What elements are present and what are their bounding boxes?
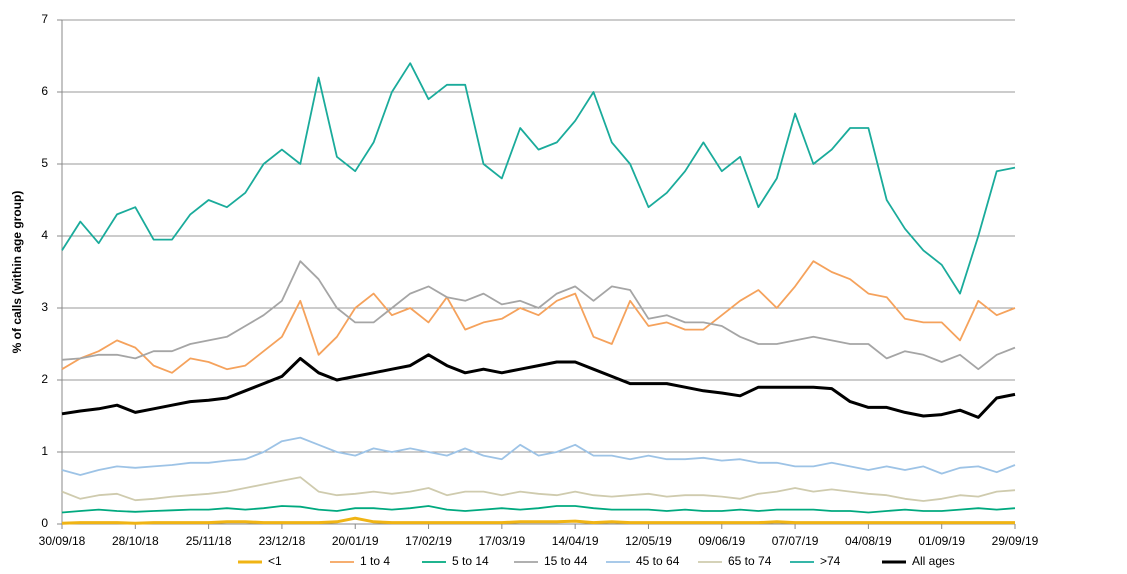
x-tick-label: 14/04/19 — [552, 534, 599, 548]
x-tick-label: 17/03/19 — [478, 534, 525, 548]
y-tick-label: 0 — [41, 516, 48, 530]
x-tick-label: 07/07/19 — [772, 534, 819, 548]
x-tick-label: 29/09/19 — [992, 534, 1039, 548]
series-line — [61, 436, 1016, 476]
x-tick-label: 17/02/19 — [405, 534, 452, 548]
series-line — [61, 353, 1016, 419]
series-line — [61, 62, 1016, 295]
y-axis-label: % of calls (within age group) — [10, 191, 24, 354]
legend-label: 45 to 64 — [636, 554, 680, 568]
series-line — [61, 505, 1016, 514]
y-tick-label: 1 — [41, 444, 48, 458]
legend-label: 1 to 4 — [360, 554, 390, 568]
series-line — [61, 260, 1016, 371]
y-tick-label: 3 — [41, 300, 48, 314]
y-tick-label: 7 — [41, 12, 48, 26]
legend-label: 65 to 74 — [728, 554, 772, 568]
x-tick-label: 04/08/19 — [845, 534, 892, 548]
x-tick-label: 28/10/18 — [112, 534, 159, 548]
legend-label: All ages — [912, 554, 955, 568]
legend-label: 15 to 44 — [544, 554, 588, 568]
x-tick-label: 25/11/18 — [186, 534, 232, 548]
y-tick-label: 5 — [41, 156, 48, 170]
x-tick-label: 20/01/19 — [332, 534, 379, 548]
x-tick-label: 30/09/18 — [39, 534, 86, 548]
x-tick-label: 09/06/19 — [698, 534, 745, 548]
x-tick-label: 01/09/19 — [918, 534, 965, 548]
series-line — [61, 516, 1015, 525]
legend-label: 5 to 14 — [452, 554, 489, 568]
legend-label: >74 — [820, 554, 841, 568]
legend-label: <1 — [268, 554, 282, 568]
x-tick-label: 23/12/18 — [259, 534, 306, 548]
y-tick-label: 4 — [41, 228, 48, 242]
x-tick-label: 12/05/19 — [625, 534, 672, 548]
y-tick-label: 6 — [41, 84, 48, 98]
series-line — [61, 260, 1016, 374]
series-line — [61, 476, 1016, 502]
y-tick-label: 2 — [41, 372, 48, 386]
